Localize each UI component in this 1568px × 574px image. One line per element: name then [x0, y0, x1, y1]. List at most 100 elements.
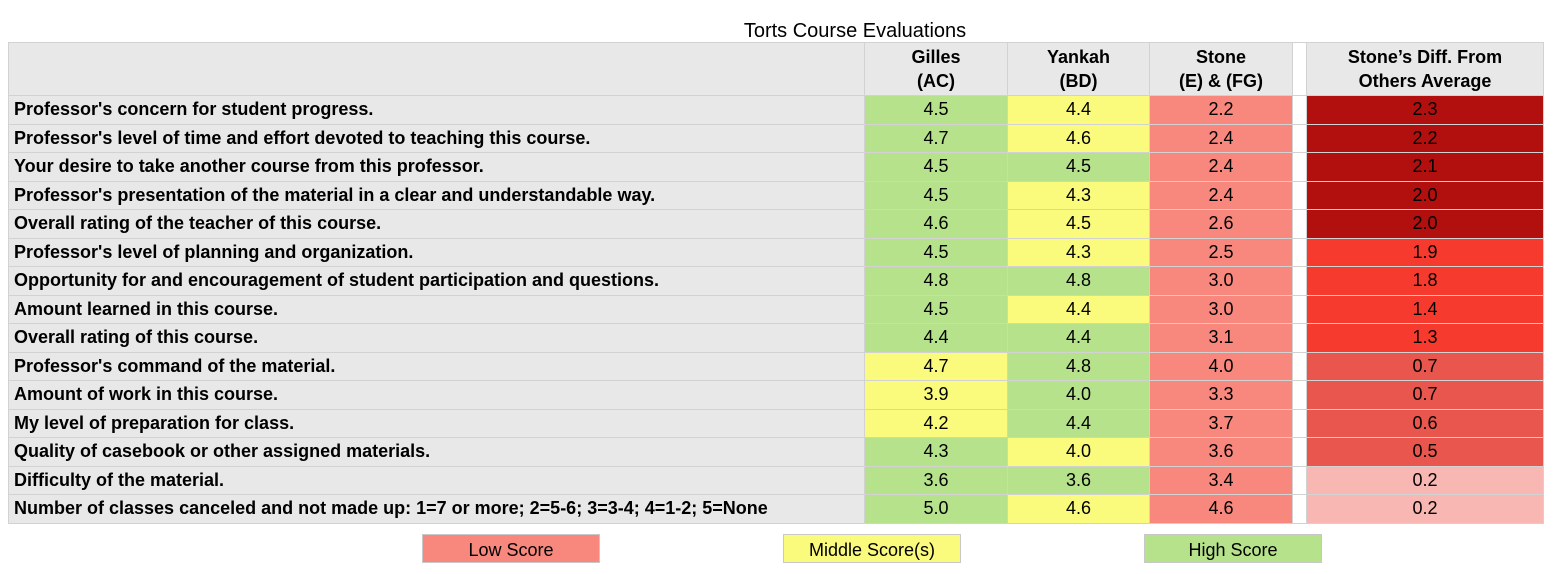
legend-low-score: Low Score: [422, 534, 600, 563]
row-label: Overall rating of the teacher of this co…: [8, 209, 865, 239]
cell-diff: 2.1: [1306, 152, 1544, 182]
cell-spacer: [1292, 95, 1307, 125]
table-row: Your desire to take another course from …: [8, 152, 1544, 182]
cell-diff: 0.7: [1306, 351, 1544, 381]
cell-yankah: 4.0: [1007, 437, 1150, 467]
cell-gilles: 3.6: [864, 465, 1008, 495]
cell-diff: 0.2: [1306, 494, 1544, 524]
cell-stone: 2.4: [1149, 152, 1293, 182]
row-label: My level of preparation for class.: [8, 408, 865, 438]
cell-diff: 0.6: [1306, 408, 1544, 438]
cell-gilles: 4.2: [864, 408, 1008, 438]
cell-stone: 2.6: [1149, 209, 1293, 239]
cell-stone: 4.6: [1149, 494, 1293, 524]
cell-stone: 3.0: [1149, 266, 1293, 296]
header-spacer: [1292, 42, 1307, 96]
table-row: Professor's level of planning and organi…: [8, 237, 1544, 267]
cell-spacer: [1292, 351, 1307, 381]
cell-spacer: [1292, 294, 1307, 324]
row-label: Professor's level of time and effort dev…: [8, 123, 865, 153]
header-diff-line1: Stone’s Diff. From: [1347, 47, 1503, 67]
table-row: Professor's concern for student progress…: [8, 95, 1544, 125]
cell-stone: 3.1: [1149, 323, 1293, 353]
table-row: Opportunity for and encouragement of stu…: [8, 266, 1544, 296]
cell-yankah: 4.0: [1007, 380, 1150, 410]
cell-gilles: 4.6: [864, 209, 1008, 239]
table-row: Professor's presentation of the material…: [8, 180, 1544, 210]
cell-spacer: [1292, 323, 1307, 353]
header-stone-line2: (E) & (FG): [1179, 71, 1263, 91]
chart-title: Torts Course Evaluations: [743, 20, 967, 42]
cell-stone: 4.0: [1149, 351, 1293, 381]
row-label: Amount of work in this course.: [8, 380, 865, 410]
cell-gilles: 4.4: [864, 323, 1008, 353]
header-diff-line2: Others Average: [1358, 71, 1492, 91]
row-label: Overall rating of this course.: [8, 323, 865, 353]
table-row: Amount learned in this course. 4.5 4.4 3.0 1…: [8, 294, 1544, 324]
cell-yankah: 4.3: [1007, 237, 1150, 267]
table-row: Amount of work in this course. 3.9 4.0 3.3 0…: [8, 380, 1544, 410]
cell-gilles: 4.5: [864, 180, 1008, 210]
table-body: Professor's concern for student progress…: [8, 95, 1544, 524]
cell-gilles: 4.7: [864, 351, 1008, 381]
cell-diff: 2.3: [1306, 95, 1544, 125]
cell-spacer: [1292, 494, 1307, 524]
table-row: Difficulty of the material. 3.6 3.6 3.4 0.2: [8, 465, 1544, 495]
cell-diff: 2.2: [1306, 123, 1544, 153]
table-row: My level of preparation for class. 4.2 4.4…: [8, 408, 1544, 438]
cell-yankah: 3.6: [1007, 465, 1150, 495]
row-label: Quality of casebook or other assigned ma…: [8, 437, 865, 467]
header-yankah-line2: (BD): [1059, 71, 1098, 91]
cell-diff: 0.5: [1306, 437, 1544, 467]
cell-stone: 3.3: [1149, 380, 1293, 410]
row-label: Opportunity for and encouragement of stu…: [8, 266, 865, 296]
row-label: Professor's presentation of the material…: [8, 180, 865, 210]
cell-gilles: 3.9: [864, 380, 1008, 410]
header-stone-line1: Stone: [1195, 47, 1246, 67]
header-yankah: Yankah (BD): [1007, 42, 1150, 96]
cell-gilles: 4.5: [864, 152, 1008, 182]
cell-spacer: [1292, 380, 1307, 410]
cell-yankah: 4.6: [1007, 494, 1150, 524]
legend-middle-score: Middle Score(s): [783, 534, 961, 563]
cell-spacer: [1292, 408, 1307, 438]
table-row: Overall rating of the teacher of this co…: [8, 209, 1544, 239]
cell-spacer: [1292, 152, 1307, 182]
header-label-blank: [8, 42, 865, 96]
cell-spacer: [1292, 437, 1307, 467]
row-label: Professor's level of planning and organi…: [8, 237, 865, 267]
table-row: Number of classes canceled and not made …: [8, 494, 1544, 524]
table-row: Quality of casebook or other assigned ma…: [8, 437, 1544, 467]
table-row: Overall rating of this course. 4.4 4.4 3.1 1…: [8, 323, 1544, 353]
cell-yankah: 4.3: [1007, 180, 1150, 210]
cell-diff: 0.7: [1306, 380, 1544, 410]
evaluations-table: Gilles (AC) Yankah (BD) Stone (E) & (FG)…: [8, 42, 1544, 524]
cell-yankah: 4.8: [1007, 351, 1150, 381]
cell-diff: 0.2: [1306, 465, 1544, 495]
cell-diff: 2.0: [1306, 180, 1544, 210]
row-label: Professor's concern for student progress…: [8, 95, 865, 125]
header-stone: Stone (E) & (FG): [1149, 42, 1293, 96]
cell-gilles: 4.3: [864, 437, 1008, 467]
cell-gilles: 4.5: [864, 294, 1008, 324]
cell-stone: 2.5: [1149, 237, 1293, 267]
cell-gilles: 5.0: [864, 494, 1008, 524]
table-row: Professor's command of the material. 4.7 4…: [8, 351, 1544, 381]
row-label: Difficulty of the material.: [8, 465, 865, 495]
table-row: Professor's level of time and effort dev…: [8, 123, 1544, 153]
header-yankah-line1: Yankah: [1046, 47, 1111, 67]
cell-stone: 2.4: [1149, 180, 1293, 210]
cell-gilles: 4.5: [864, 237, 1008, 267]
cell-stone: 3.0: [1149, 294, 1293, 324]
cell-yankah: 4.5: [1007, 209, 1150, 239]
cell-stone: 2.4: [1149, 123, 1293, 153]
cell-spacer: [1292, 237, 1307, 267]
row-label: Professor's command of the material.: [8, 351, 865, 381]
cell-spacer: [1292, 123, 1307, 153]
cell-yankah: 4.4: [1007, 408, 1150, 438]
cell-stone: 2.2: [1149, 95, 1293, 125]
header-gilles-line2: (AC): [917, 71, 955, 91]
cell-diff: 1.4: [1306, 294, 1544, 324]
cell-spacer: [1292, 180, 1307, 210]
cell-stone: 3.7: [1149, 408, 1293, 438]
